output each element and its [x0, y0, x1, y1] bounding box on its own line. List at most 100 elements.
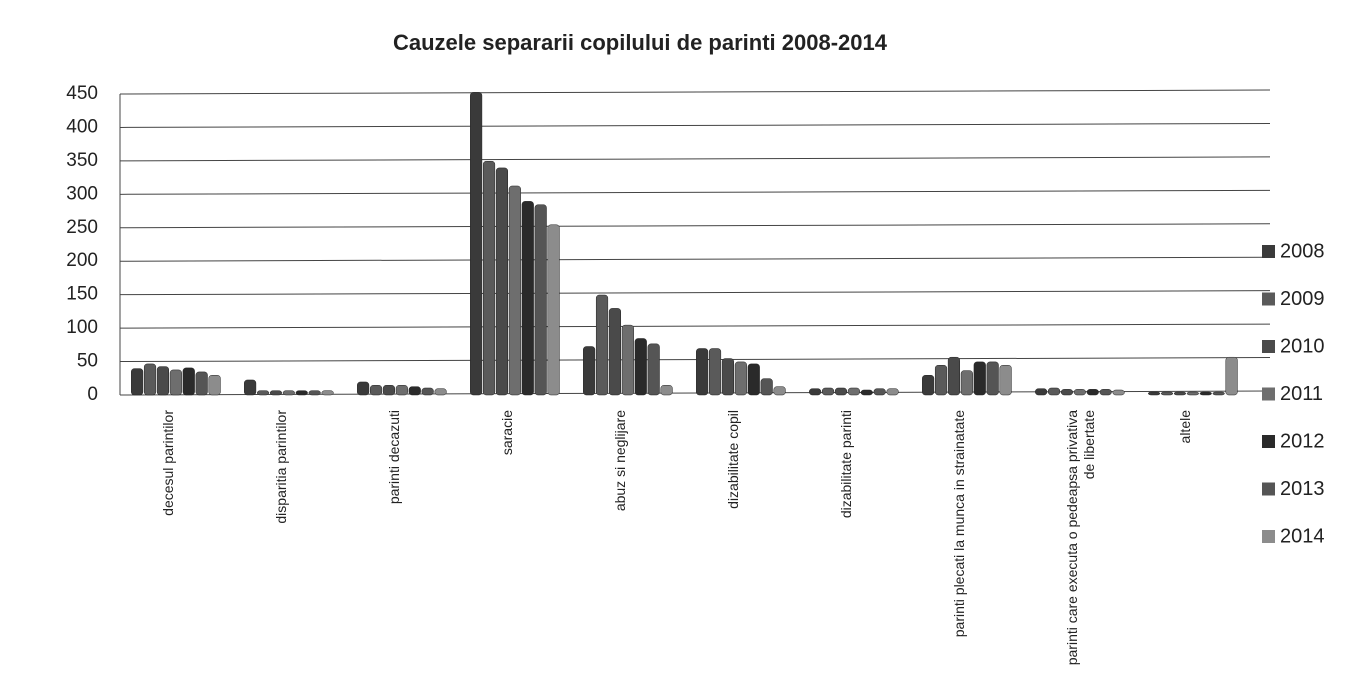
bar [999, 364, 1012, 396]
x-tick-label: dizabilitate parinti [837, 410, 854, 519]
bar [131, 368, 144, 396]
y-tick-label: 200 [66, 250, 98, 271]
bar [169, 369, 182, 396]
x-tick-label: dizabilitate copil [724, 410, 741, 509]
bar [847, 387, 860, 396]
x-tick-label: disparitia parintilor [272, 410, 289, 524]
legend-swatch [1262, 245, 1275, 258]
bar [595, 294, 609, 396]
bar [382, 385, 396, 396]
bar [1212, 391, 1225, 396]
bar [986, 361, 999, 396]
bar [208, 375, 221, 396]
x-tick-label: altele [1176, 410, 1193, 444]
bar [886, 388, 899, 396]
bar [143, 363, 157, 396]
bar [1160, 391, 1174, 396]
x-tick-label: saracie [498, 410, 515, 456]
bar [1086, 389, 1099, 396]
grid-line [119, 223, 1271, 229]
bar [583, 346, 596, 396]
legend-swatch [1262, 435, 1275, 448]
legend-swatch [1262, 482, 1275, 496]
bar [1112, 389, 1125, 396]
bar [547, 224, 560, 396]
bar [182, 367, 195, 396]
x-tick-label: parinti plecati la munca in strainatate [950, 410, 967, 638]
y-tick-label: 450 [66, 83, 98, 104]
legend-label: 2012 [1280, 430, 1325, 452]
legend-label: 2013 [1280, 478, 1325, 500]
bar [809, 388, 822, 396]
bar [156, 366, 170, 396]
bar [195, 371, 208, 396]
bar [773, 386, 786, 396]
x-tick-label: parinti decazuti [385, 410, 402, 505]
bar [660, 385, 673, 396]
legend-label: 2010 [1280, 335, 1325, 357]
legend-swatch [1262, 530, 1275, 543]
chart-title: Cauzele separarii copilului de parinti 2… [393, 30, 888, 55]
legend-label: 2009 [1280, 288, 1325, 310]
bar [834, 387, 848, 396]
bar [470, 92, 483, 396]
bar [482, 160, 496, 396]
bar [721, 358, 735, 396]
bar [960, 370, 973, 396]
y-tick-label: 350 [66, 150, 98, 171]
bar [295, 390, 308, 396]
bar [647, 343, 660, 396]
bar [922, 375, 935, 396]
grid-line [119, 156, 1271, 162]
bar [760, 378, 773, 396]
bar [508, 185, 521, 396]
bar [282, 390, 295, 396]
bar [521, 201, 534, 396]
bar [621, 324, 634, 396]
bar [1199, 391, 1212, 396]
legend-label: 2014 [1280, 525, 1325, 547]
bar [1073, 389, 1086, 396]
bar [1035, 388, 1048, 396]
x-tick-label: decesul parintilor [159, 410, 176, 516]
bar [534, 204, 547, 396]
bar [947, 356, 961, 396]
grid-line [119, 256, 1271, 262]
grid-line [119, 89, 1271, 95]
y-tick-label: 100 [66, 317, 98, 338]
grid-line [119, 189, 1271, 195]
bar [1060, 389, 1074, 396]
bar [747, 363, 760, 396]
y-tick-label: 400 [66, 116, 98, 137]
bar [308, 390, 321, 396]
bar [821, 387, 835, 396]
bar [495, 167, 509, 396]
bar [395, 385, 408, 396]
bar [696, 348, 709, 396]
bar [256, 390, 270, 396]
bar [434, 388, 447, 396]
grid-line [119, 290, 1271, 296]
bar [369, 385, 383, 396]
bar [1186, 391, 1199, 396]
bar [244, 379, 257, 396]
grid-line [119, 357, 1271, 363]
x-tick-label: abuz si neglijare [611, 410, 628, 512]
bar [608, 308, 622, 396]
grid-line [119, 323, 1271, 329]
bar [1148, 391, 1161, 396]
bar [734, 361, 747, 396]
y-tick-label: 0 [87, 384, 98, 405]
legend-swatch [1262, 340, 1275, 353]
x-tick-label: parinti care executa o pedeapsa privativ… [1063, 410, 1097, 666]
bar [1099, 389, 1112, 396]
legend-label: 2008 [1280, 240, 1325, 262]
y-tick-label: 250 [66, 217, 98, 238]
y-tick-label: 50 [77, 351, 98, 372]
bar [269, 390, 283, 396]
bar [934, 364, 948, 396]
legend-swatch [1262, 387, 1275, 401]
bar [973, 361, 986, 396]
